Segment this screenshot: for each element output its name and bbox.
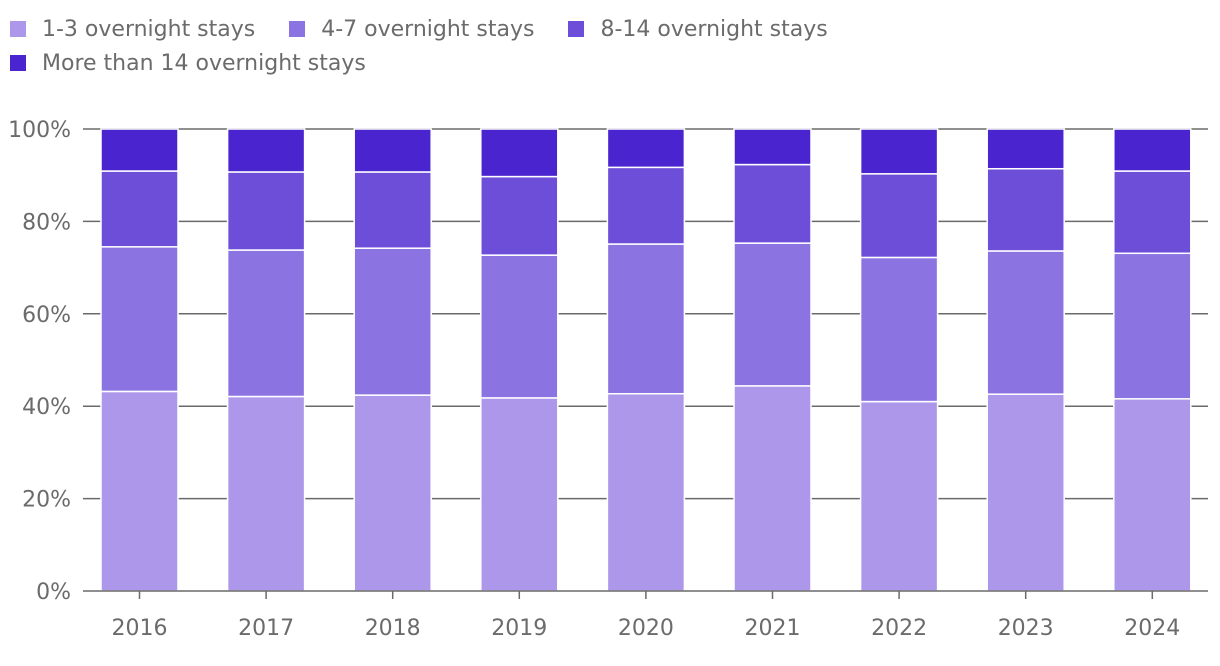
y-tick-label: 40% bbox=[22, 395, 71, 420]
legend-label-more-than-14-stays: More than 14 overnight stays bbox=[42, 50, 366, 76]
x-tick-label-2019: 2019 bbox=[491, 616, 547, 641]
legend-row-2: More than 14 overnight stays bbox=[10, 46, 1190, 80]
bar-segment-2024-series-3[interactable] bbox=[1113, 128, 1192, 172]
bar-segment-2017-series-0[interactable] bbox=[226, 395, 306, 592]
x-tick-label-2016: 2016 bbox=[112, 616, 168, 641]
bar-segment-2017-series-2[interactable] bbox=[226, 171, 306, 251]
bar-segment-2020-series-1[interactable] bbox=[606, 243, 686, 395]
x-tick-label-2023: 2023 bbox=[998, 616, 1054, 641]
legend-item-1-3-stays[interactable]: 1-3 overnight stays bbox=[10, 17, 255, 42]
bar-segment-2018-series-3[interactable] bbox=[353, 128, 432, 173]
bar-segment-2018-series-2[interactable] bbox=[353, 171, 432, 249]
bar-segment-2017-series-1[interactable] bbox=[226, 249, 306, 398]
bar-segment-2023-series-0[interactable] bbox=[986, 393, 1065, 592]
bar-segment-2019-series-2[interactable] bbox=[480, 175, 559, 256]
bar-segment-2022-series-1[interactable] bbox=[859, 256, 939, 403]
bar-segment-2019-series-0[interactable] bbox=[480, 397, 559, 592]
bars bbox=[100, 128, 1192, 592]
x-tick-label-2022: 2022 bbox=[871, 616, 927, 641]
chart-legend: 1-3 overnight stays 4-7 overnight stays … bbox=[10, 12, 1190, 80]
bar-segment-2019-series-3[interactable] bbox=[480, 128, 559, 178]
x-tick-label-2017: 2017 bbox=[238, 616, 294, 641]
legend-swatch-1-3-stays bbox=[10, 21, 26, 37]
bar-segment-2018-series-1[interactable] bbox=[353, 247, 432, 396]
bar-segment-2020-series-3[interactable] bbox=[606, 128, 686, 169]
bar-segment-2021-series-2[interactable] bbox=[733, 163, 812, 244]
bar-segment-2022-series-0[interactable] bbox=[859, 400, 939, 592]
bar-segment-2020-series-0[interactable] bbox=[606, 392, 686, 592]
bar-segment-2024-series-1[interactable] bbox=[1113, 252, 1192, 400]
x-tick-label-2020: 2020 bbox=[618, 616, 674, 641]
bar-segment-2022-series-2[interactable] bbox=[859, 173, 939, 259]
legend-row-1: 1-3 overnight stays 4-7 overnight stays … bbox=[10, 12, 1190, 46]
legend-swatch-more-than-14-stays bbox=[10, 55, 26, 71]
y-tick-label: 100% bbox=[8, 118, 71, 143]
legend-item-4-7-stays[interactable]: 4-7 overnight stays bbox=[289, 17, 534, 42]
legend-label-8-14-stays: 8-14 overnight stays bbox=[600, 16, 828, 42]
legend-swatch-4-7-stays bbox=[289, 21, 306, 37]
y-tick-label: 0% bbox=[36, 580, 71, 605]
x-tick-label-2024: 2024 bbox=[1124, 616, 1180, 641]
axes: 0% 20% 40% 60% 80% 100% 2016 2017 2018 2019 2020 20… bbox=[8, 118, 1208, 641]
bar-segment-2023-series-2[interactable] bbox=[986, 167, 1065, 252]
y-tick-label: 80% bbox=[22, 210, 71, 235]
bar-segment-2024-series-2[interactable] bbox=[1113, 170, 1192, 255]
bar-segment-2021-series-0[interactable] bbox=[733, 385, 812, 592]
bar-segment-2021-series-1[interactable] bbox=[733, 242, 812, 387]
bar-segment-2016-series-1[interactable] bbox=[100, 246, 179, 393]
bar-segment-2019-series-1[interactable] bbox=[480, 254, 559, 399]
bar-segment-2020-series-2[interactable] bbox=[606, 166, 686, 245]
bar-segment-2016-series-2[interactable] bbox=[100, 170, 179, 248]
x-tick-label-2018: 2018 bbox=[365, 616, 421, 641]
y-tick-label: 60% bbox=[22, 303, 71, 328]
legend-label-4-7-stays: 4-7 overnight stays bbox=[321, 16, 535, 42]
y-tick-label: 20% bbox=[22, 488, 71, 513]
legend-swatch-8-14-stays bbox=[568, 21, 585, 37]
bar-segment-2016-series-3[interactable] bbox=[100, 128, 179, 172]
bar-segment-2021-series-3[interactable] bbox=[733, 128, 812, 166]
bar-segment-2023-series-3[interactable] bbox=[986, 128, 1065, 170]
bar-segment-2016-series-0[interactable] bbox=[100, 390, 179, 592]
x-tick-label-2021: 2021 bbox=[745, 616, 801, 641]
bar-segment-2018-series-0[interactable] bbox=[353, 394, 432, 592]
bar-segment-2022-series-3[interactable] bbox=[859, 128, 939, 175]
legend-label-1-3-stays: 1-3 overnight stays bbox=[42, 16, 256, 42]
legend-item-more-than-14-stays[interactable]: More than 14 overnight stays bbox=[10, 51, 366, 76]
bar-segment-2017-series-3[interactable] bbox=[226, 128, 306, 173]
bar-segment-2023-series-1[interactable] bbox=[986, 250, 1065, 395]
bar-segment-2024-series-0[interactable] bbox=[1113, 398, 1192, 592]
legend-item-8-14-stays[interactable]: 8-14 overnight stays bbox=[568, 16, 828, 42]
